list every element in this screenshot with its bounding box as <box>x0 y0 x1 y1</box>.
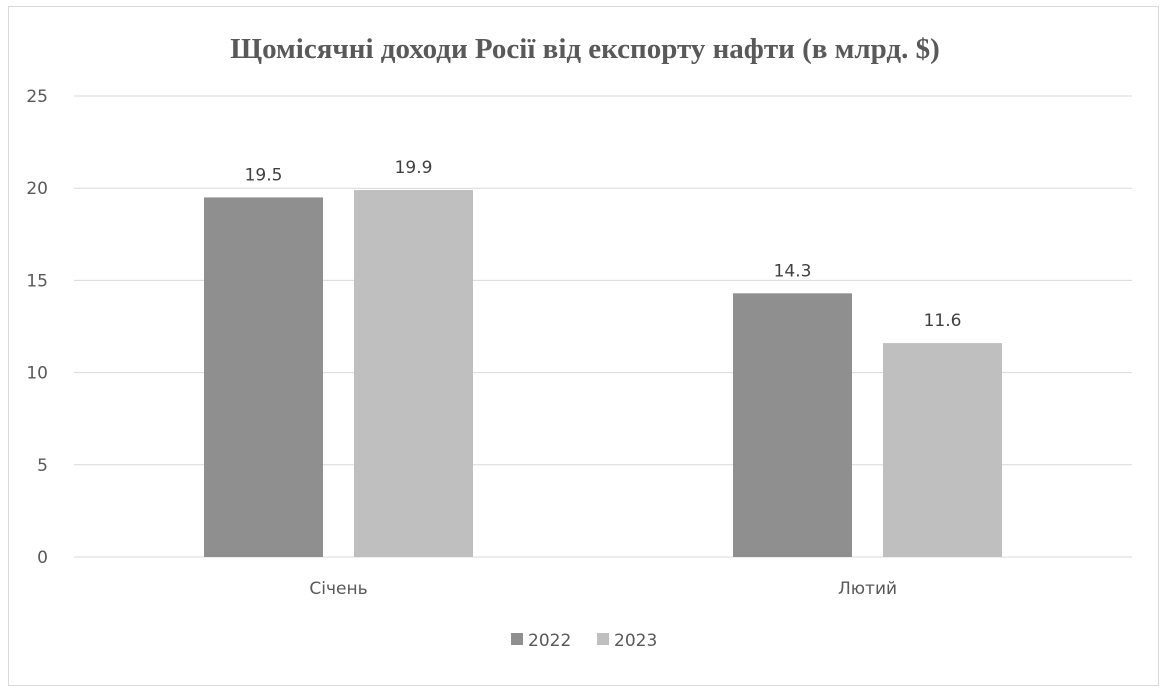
data-label-2022-0: 19.5 <box>245 165 283 185</box>
bar-2022-0 <box>204 197 323 558</box>
y-tick-label-5: 5 <box>37 456 48 476</box>
legend-label-2022: 2022 <box>528 631 571 651</box>
data-label-2023-1: 11.6 <box>924 311 962 331</box>
bar-2023-0 <box>354 190 473 557</box>
data-labels: 19.5 19.9 14.3 11.6 <box>245 158 962 331</box>
y-tick-label-0: 0 <box>37 548 48 568</box>
legend-swatch-2023 <box>597 633 609 645</box>
data-label-2023-0: 19.9 <box>395 158 433 178</box>
y-tick-label-20: 20 <box>26 179 48 199</box>
data-label-2022-1: 14.3 <box>774 261 812 281</box>
bar-2023-1 <box>883 343 1002 557</box>
legend-label-2023: 2023 <box>614 631 657 651</box>
legend-swatch-2022 <box>511 633 523 645</box>
x-axis-categories: Січень Лютий <box>309 579 897 599</box>
y-tick-label-25: 25 <box>26 87 48 107</box>
bars <box>204 190 1002 558</box>
y-axis-ticks: 0 5 10 15 20 25 <box>26 87 48 568</box>
y-tick-label-15: 15 <box>26 271 48 291</box>
legend: 2022 2023 <box>511 631 657 651</box>
y-tick-label-10: 10 <box>26 364 48 384</box>
category-label-1: Лютий <box>838 579 897 599</box>
category-label-0: Січень <box>309 579 367 599</box>
chart-title: Щомісячні доходи Росії від експорту нафт… <box>230 33 939 65</box>
bar-2022-1 <box>733 293 852 557</box>
